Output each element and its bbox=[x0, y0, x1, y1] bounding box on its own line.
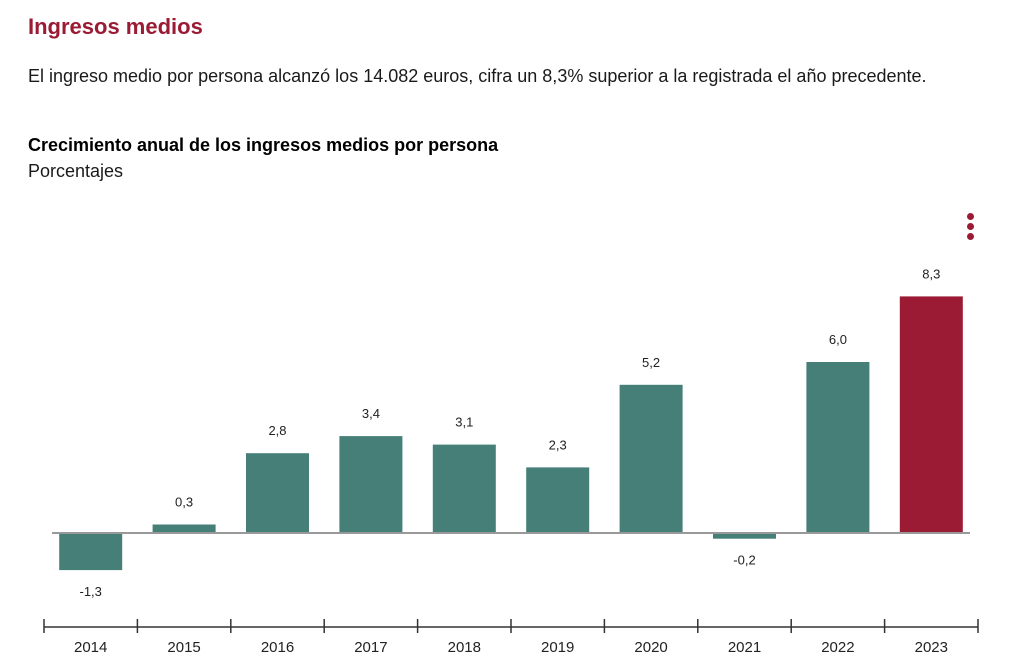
value-label-2015: 0,3 bbox=[175, 495, 193, 510]
more-vertical-icon bbox=[966, 232, 974, 240]
x-tick-label-2018: 2018 bbox=[448, 639, 481, 656]
bar-2021 bbox=[713, 533, 776, 539]
bars-layer bbox=[59, 296, 963, 571]
x-tick-label-2017: 2017 bbox=[354, 639, 387, 656]
value-label-2018: 3,1 bbox=[455, 415, 473, 430]
bar-2022 bbox=[806, 362, 870, 533]
bar-2018 bbox=[432, 444, 496, 533]
value-label-2022: 6,0 bbox=[829, 332, 847, 347]
bar-2017 bbox=[339, 436, 403, 533]
value-labels-layer: -1,3 0,3 2,8 3,4 3,1 2,3 5,2 -0,2 6,0 8,3 bbox=[79, 266, 940, 599]
chart-subtitle: Porcentajes bbox=[28, 161, 124, 181]
more-vertical-icon bbox=[966, 222, 974, 230]
chart-title: Crecimiento anual de los ingresos medios… bbox=[28, 135, 499, 155]
value-label-2021: -0,2 bbox=[733, 553, 755, 568]
value-label-2020: 5,2 bbox=[642, 355, 660, 370]
x-tick-label-2019: 2019 bbox=[541, 639, 574, 656]
x-tick-label-2022: 2022 bbox=[821, 639, 854, 656]
value-label-2017: 3,4 bbox=[362, 406, 380, 421]
x-tick-label-2021: 2021 bbox=[728, 639, 761, 656]
x-tick-label-2014: 2014 bbox=[74, 639, 107, 656]
bar-2023 bbox=[899, 296, 963, 533]
x-tick-label-2015: 2015 bbox=[167, 639, 200, 656]
value-label-2023: 8,3 bbox=[922, 266, 940, 281]
bar-2020 bbox=[619, 384, 683, 533]
bar-2015 bbox=[152, 524, 216, 533]
chart-menu-button[interactable] bbox=[958, 210, 982, 242]
section-title: Ingresos medios bbox=[28, 14, 203, 39]
bar-2014 bbox=[59, 533, 123, 571]
x-tick-label-2020: 2020 bbox=[634, 639, 667, 656]
bar-2019 bbox=[526, 467, 590, 533]
bar-2016 bbox=[246, 453, 309, 533]
x-tick-label-2023: 2023 bbox=[915, 639, 948, 656]
intro-text: El ingreso medio por persona alcanzó los… bbox=[28, 66, 927, 86]
value-label-2019: 2,3 bbox=[549, 437, 567, 452]
x-tick-label-2016: 2016 bbox=[261, 639, 294, 656]
value-label-2014: -1,3 bbox=[79, 584, 101, 599]
value-label-2016: 2,8 bbox=[268, 423, 286, 438]
x-ticks-layer: 2014 2015 2016 2017 2018 2019 2020 2021 2022 2023 bbox=[43, 619, 979, 656]
more-vertical-icon bbox=[966, 212, 974, 220]
